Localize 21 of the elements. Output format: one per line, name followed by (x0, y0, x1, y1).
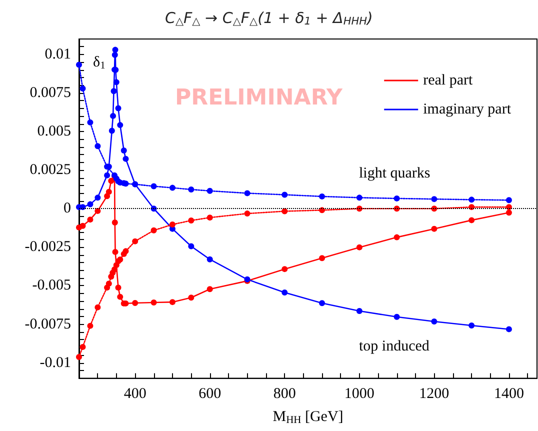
y-tick-label: 0.005 (37, 124, 71, 140)
annotation: light quarks (359, 166, 430, 182)
y-tick-label: 0.0025 (30, 162, 71, 178)
annotation: PRELIMINARY (175, 86, 344, 110)
y-tick-label: -0.0075 (24, 316, 71, 332)
y-tick-label: 0.0075 (30, 84, 71, 101)
x-tick-label: 1400 (494, 386, 524, 402)
legend-label: real part (423, 72, 474, 88)
x-tick-label: 600 (198, 386, 222, 402)
y-tick-label: -0.005 (32, 278, 71, 294)
x-tick-label: 1200 (419, 386, 450, 402)
y-tick-label: -0.0025 (24, 239, 71, 256)
y-tick-label: 0.01 (44, 46, 71, 62)
x-tick-label: 1000 (344, 386, 374, 402)
legend-label: imaginary part (423, 102, 512, 118)
chart-title: C△F△ → C△F△(1 + δ1 + ΔHHH) (165, 8, 373, 28)
x-tick-label: 800 (273, 386, 296, 402)
x-tick-label: 400 (124, 386, 146, 402)
y-tick-label: -0.01 (40, 354, 71, 371)
annotation: top induced (359, 338, 430, 354)
y-tick-label: 0 (64, 200, 71, 217)
